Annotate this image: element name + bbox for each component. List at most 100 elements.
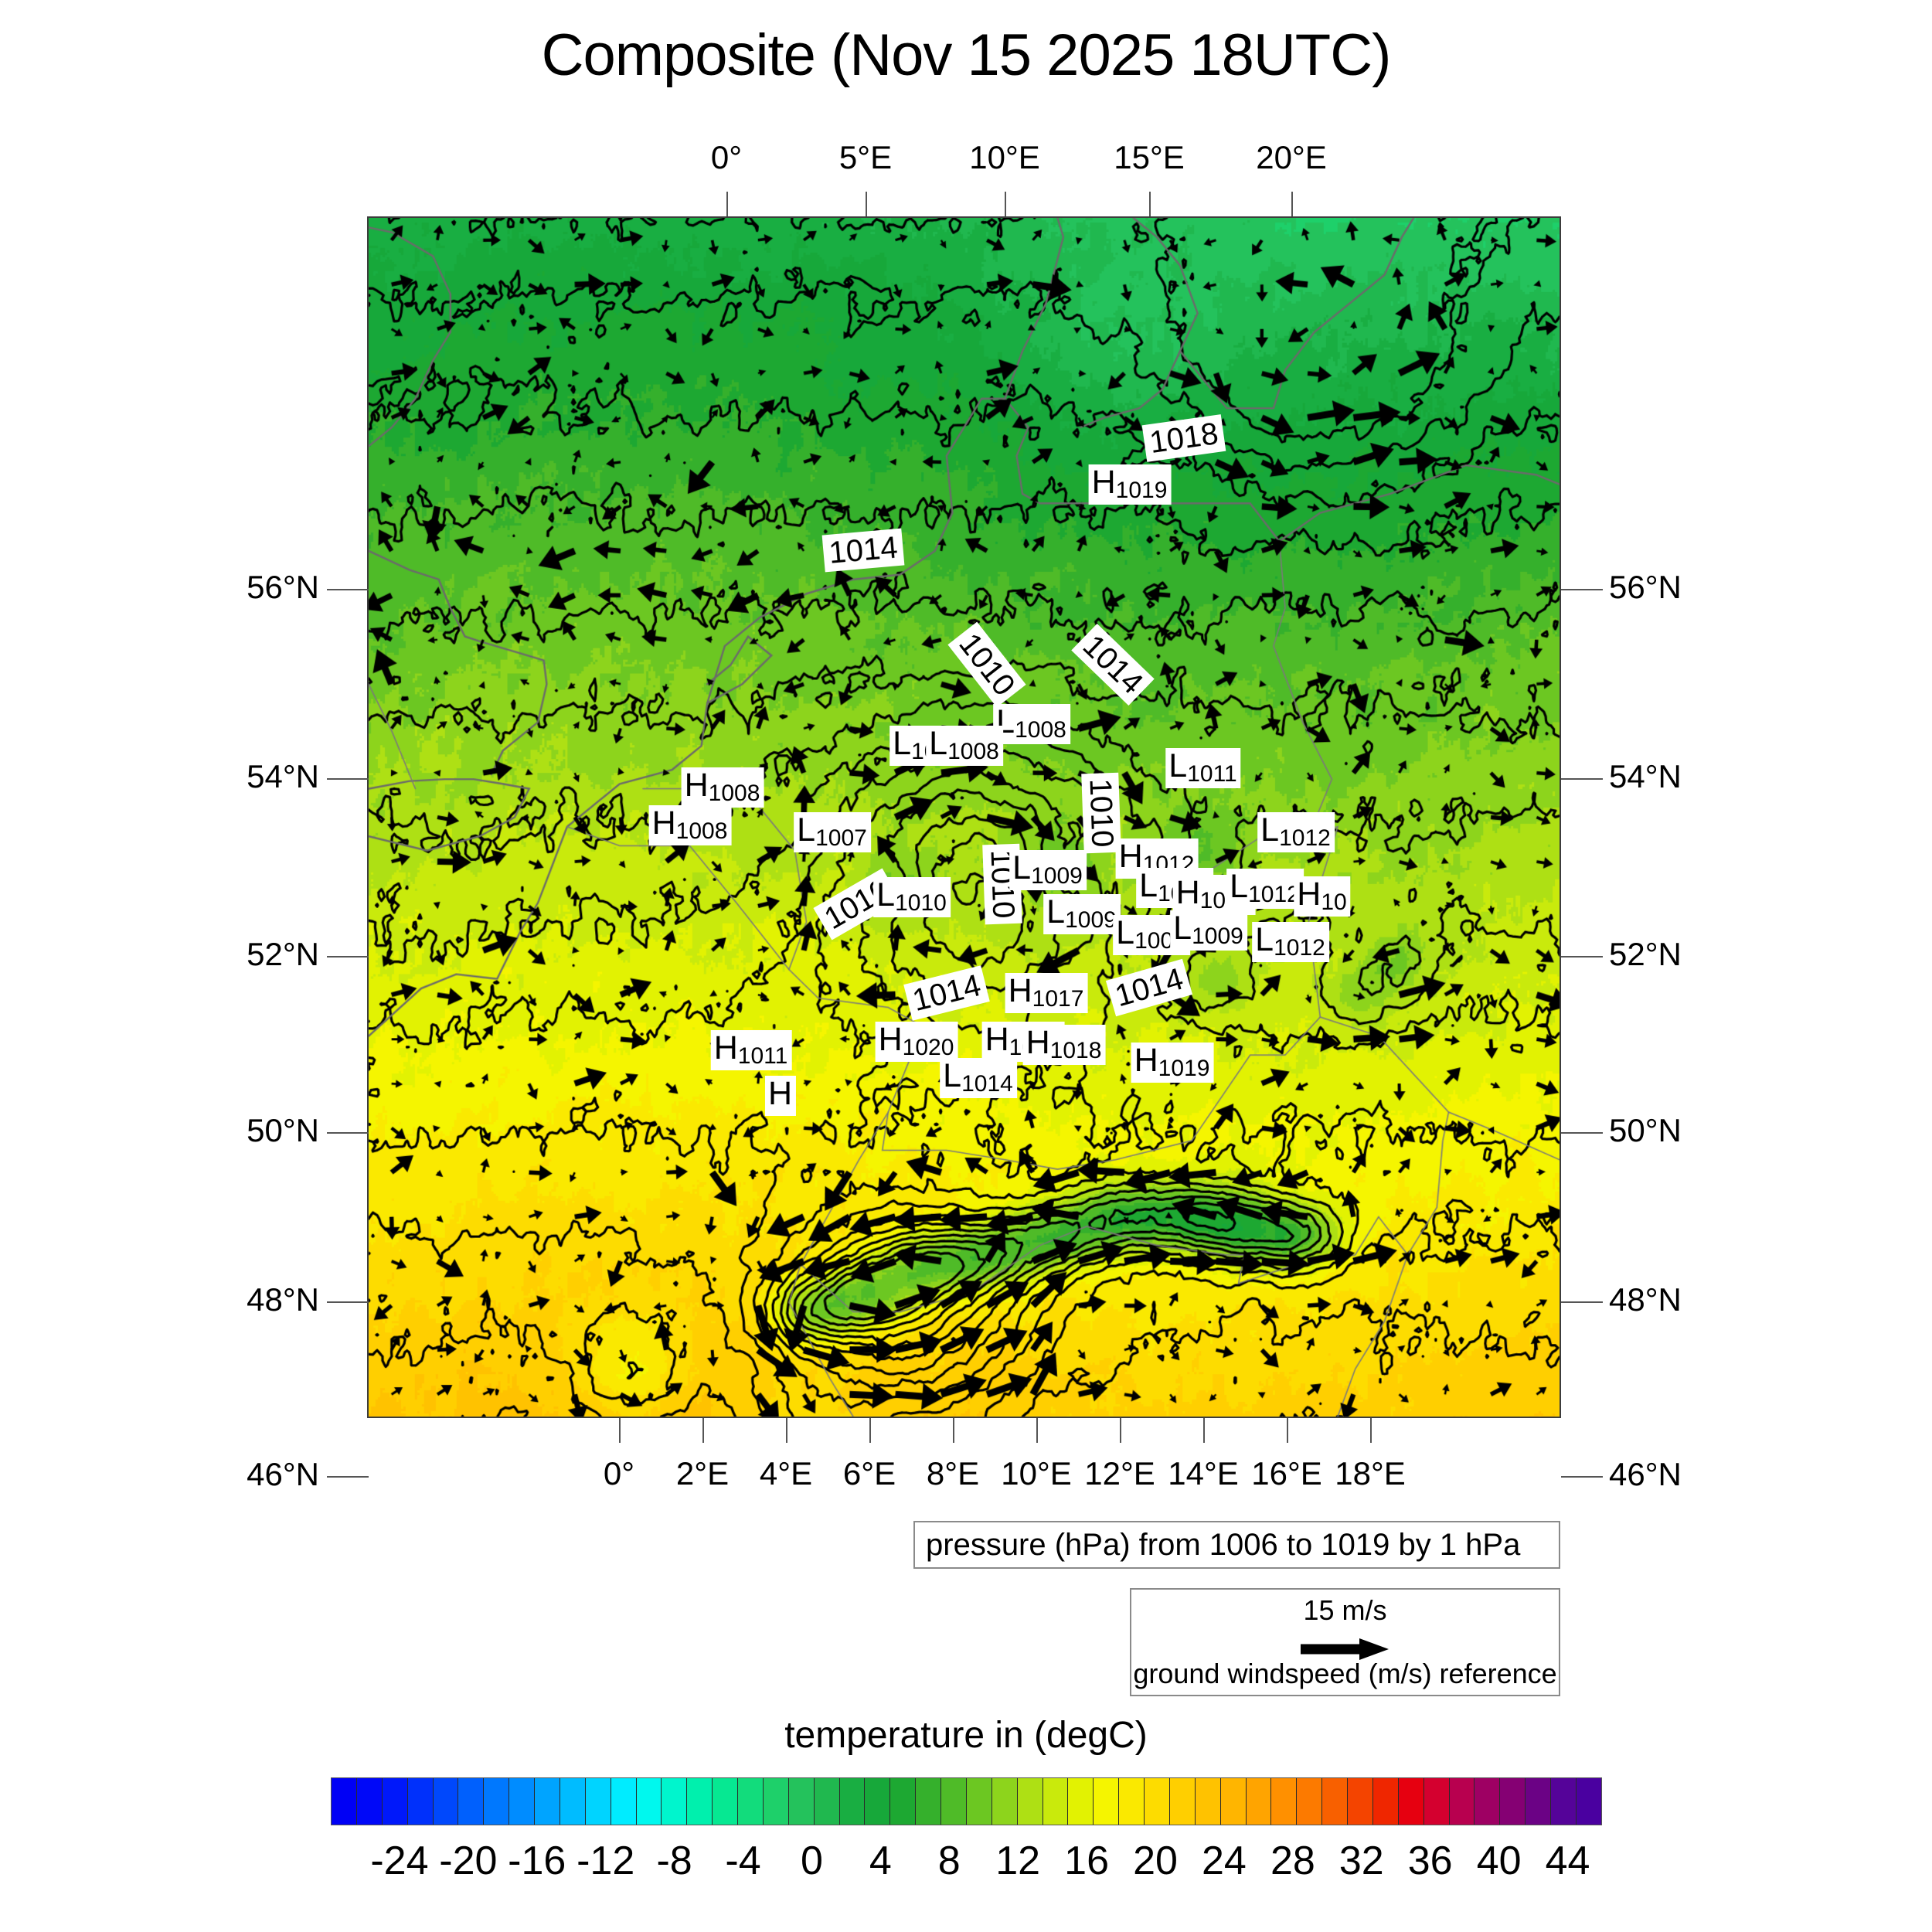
left-lat-tick-label: 50°N — [247, 1112, 319, 1148]
pressure-marker-type: L — [1230, 868, 1249, 905]
bottom-lon-tick-label: 10°E — [1001, 1455, 1072, 1492]
low-pressure-marker: L1009 — [1170, 910, 1247, 951]
colorbar-cell — [356, 1778, 383, 1825]
pressure-marker-type: H — [684, 767, 709, 804]
colorbar-cell — [1145, 1778, 1170, 1825]
wind-reference-caption: ground windspeed (m/s) reference — [1133, 1658, 1557, 1689]
bottom-lon-tick-label: 12°E — [1084, 1455, 1155, 1492]
low-pressure-marker: L1008 — [926, 726, 1003, 766]
pressure-marker-value: 1012 — [1248, 882, 1300, 907]
colorbar-cell — [1500, 1778, 1526, 1825]
colorbar-tick-label: -12 — [577, 1838, 635, 1883]
bottom-lon-tick — [1287, 1418, 1288, 1443]
pressure-marker-type: L — [943, 1057, 962, 1094]
colorbar-tick-label: -8 — [656, 1838, 692, 1883]
pressure-marker-value: 1019 — [1115, 478, 1168, 503]
high-pressure-marker: H1018 — [1022, 1024, 1106, 1065]
colorbar-tick-labels: -24 -20 -16 -12 -8 -4 0 4 8 12 16 20 24 28 32 36 40 44 — [331, 1838, 1602, 1884]
colorbar-cell — [509, 1778, 535, 1825]
pressure-marker-type: L — [1046, 893, 1066, 930]
colorbar-cell — [332, 1778, 357, 1825]
colorbar-cell — [1068, 1778, 1094, 1825]
pressure-marker-value: 1009 — [1031, 863, 1083, 889]
weather-map[interactable]: 1018 1014 1010 1014 1010 1010 1010 1014 1014 L100… — [367, 216, 1561, 1418]
pressure-marker-value: 1009 — [1192, 923, 1243, 949]
pressure-marker-type: L — [1116, 914, 1135, 951]
colorbar-cell — [1348, 1778, 1373, 1825]
colorbar-cell — [713, 1778, 738, 1825]
colorbar-tick-label: 8 — [937, 1838, 961, 1883]
high-pressure-marker: H1008 — [648, 804, 732, 845]
high-pressure-marker: H1008 — [681, 767, 764, 808]
low-pressure-marker: L1014 — [940, 1058, 1017, 1098]
pressure-marker-type: L — [893, 725, 912, 762]
bottom-lon-tick — [619, 1418, 621, 1443]
bottom-lon-tick — [953, 1418, 954, 1443]
low-pressure-marker: L1011 — [1165, 747, 1241, 788]
top-lon-tick-label: 15°E — [1114, 139, 1185, 175]
left-lat-tick — [327, 1132, 369, 1134]
colorbar-cell — [433, 1778, 459, 1825]
colorbar-cell — [560, 1778, 586, 1825]
colorbar-cell — [1297, 1778, 1323, 1825]
top-lon-tick — [866, 192, 867, 216]
pressure-marker-value: 1008 — [947, 739, 999, 764]
top-lon-tick — [726, 192, 728, 216]
pressure-marker-value: 1014 — [961, 1071, 1013, 1097]
pressure-marker-type: H — [1175, 874, 1200, 911]
colorbar-tick-label: 12 — [995, 1838, 1041, 1883]
top-lon-tick-label: 5°E — [838, 139, 893, 175]
colorbar-cell — [1576, 1778, 1601, 1825]
left-lat-tick-label: 52°N — [247, 936, 319, 972]
colorbar-cell — [458, 1778, 485, 1825]
left-lat-tick — [327, 1301, 369, 1303]
bottom-lon-tick — [702, 1418, 704, 1443]
colorbar-tick-label: 24 — [1202, 1838, 1247, 1883]
left-lat-tick-label: 56°N — [247, 569, 319, 605]
colorbar-tick-label: -4 — [725, 1838, 761, 1883]
bottom-lon-tick — [1120, 1418, 1121, 1443]
low-pressure-marker: L1012 — [1252, 922, 1329, 962]
colorbar-cell — [1271, 1778, 1298, 1825]
pressure-marker-type: L — [876, 876, 896, 913]
pressure-marker-value: 1007 — [815, 825, 867, 851]
pressure-marker-type: H — [1297, 876, 1321, 913]
bottom-lon-tick — [1370, 1418, 1372, 1443]
colorbar-tick-label: -16 — [508, 1838, 566, 1883]
high-pressure-marker: H1019 — [1088, 464, 1172, 505]
pressure-marker-type: H — [1008, 972, 1032, 1009]
low-pressure-marker: L1008 — [993, 704, 1070, 744]
pressure-marker-type: H — [651, 804, 676, 842]
colorbar-cell — [535, 1778, 560, 1825]
colorbar-cell — [1551, 1778, 1577, 1825]
top-lon-tick-label: 10°E — [969, 139, 1040, 175]
pressure-marker-value: 1011 — [1187, 761, 1237, 787]
temperature-colorbar[interactable] — [331, 1777, 1602, 1825]
wind-reference-magnitude: 15 m/s — [1303, 1594, 1387, 1626]
pressure-marker-type: L — [1139, 867, 1158, 904]
colorbar-cell — [1246, 1778, 1272, 1825]
colorbar-tick-label: 16 — [1064, 1838, 1110, 1883]
top-lon-tick — [1291, 192, 1293, 216]
pressure-marker-type: H — [1118, 838, 1143, 875]
pressure-marker-type: L — [1168, 747, 1188, 784]
colorbar-title: temperature in (degC) — [784, 1715, 1148, 1756]
colorbar-cell — [585, 1778, 611, 1825]
right-lat-tick — [1561, 1132, 1603, 1134]
colorbar-cell — [1398, 1778, 1424, 1825]
colorbar-cell — [763, 1778, 789, 1825]
pressure-marker-type: L — [1255, 921, 1274, 958]
bottom-lon-tick-label: 2°E — [675, 1455, 730, 1492]
top-lon-tick — [1005, 192, 1006, 216]
bottom-lon-tick — [1203, 1418, 1205, 1443]
pressure-marker-type: H — [985, 1021, 1009, 1058]
colorbar-cell — [1220, 1778, 1247, 1825]
colorbar-cell — [1169, 1778, 1196, 1825]
low-pressure-marker: L1012 — [1226, 869, 1304, 909]
colorbar-tick-label: 40 — [1476, 1838, 1522, 1883]
bottom-lon-tick-label: 14°E — [1168, 1455, 1239, 1492]
right-lat-tick — [1561, 956, 1603, 957]
colorbar-cell — [382, 1778, 408, 1825]
low-pressure-marker: L1010 — [873, 877, 951, 917]
pressure-marker-type: H — [1026, 1024, 1050, 1061]
